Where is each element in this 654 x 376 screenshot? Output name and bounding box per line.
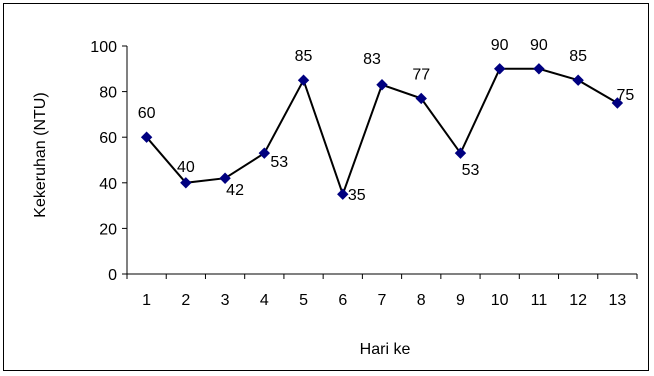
data-point-marker [415, 92, 427, 105]
data-label: 90 [530, 37, 548, 54]
data-label: 75 [616, 87, 634, 104]
data-labels: 60 40 42 53 85 35 83 77 53 90 90 85 75 [138, 37, 635, 204]
y-tick-label: 80 [99, 85, 117, 102]
data-label: 35 [348, 187, 366, 204]
data-label: 42 [226, 182, 244, 199]
y-tick-label: 100 [90, 39, 117, 56]
data-point-marker [258, 147, 271, 159]
x-tick-label: 5 [299, 292, 308, 309]
x-tick-label: 13 [608, 292, 626, 309]
data-label: 83 [363, 51, 381, 68]
series-markers [140, 63, 624, 200]
data-label: 53 [270, 154, 288, 171]
data-point-marker [533, 63, 545, 75]
data-label: 53 [462, 162, 480, 179]
data-label: 40 [177, 159, 195, 176]
data-point-marker [376, 79, 388, 91]
data-point-marker [140, 131, 153, 143]
data-label: 85 [295, 48, 313, 65]
x-tick-label: 4 [260, 292, 269, 309]
x-tick-label: 6 [338, 292, 347, 309]
data-point-marker [180, 177, 192, 189]
data-point-marker [297, 74, 310, 86]
x-tick-label: 12 [569, 292, 587, 309]
x-axis-title: Hari ke [360, 341, 411, 358]
data-label: 77 [412, 66, 430, 83]
y-tick-label: 60 [99, 130, 117, 147]
y-tick-label: 20 [99, 221, 117, 238]
chart-frame [3, 3, 649, 371]
x-axis-ticks: 1 2 3 4 5 6 7 8 9 10 11 12 13 [126, 274, 638, 309]
data-label: 85 [569, 48, 587, 65]
y-tick-label: 40 [99, 176, 117, 193]
data-point-marker [611, 97, 624, 109]
data-point-marker [337, 188, 349, 200]
data-point-marker [493, 63, 506, 75]
x-tick-label: 3 [221, 292, 230, 309]
y-axis-title: Kekeruhan (NTU) [32, 92, 49, 217]
x-tick-label: 8 [417, 292, 426, 309]
data-point-marker [454, 147, 467, 159]
y-axis-ticks: 0 20 40 60 80 100 [90, 39, 127, 284]
data-point-marker [219, 172, 231, 184]
x-tick-label: 10 [491, 292, 509, 309]
y-tick-label: 0 [108, 267, 117, 284]
x-tick-label: 1 [142, 292, 151, 309]
x-tick-label: 11 [531, 292, 548, 309]
data-label: 60 [138, 105, 156, 122]
x-tick-label: 7 [378, 292, 387, 309]
data-point-marker [572, 74, 584, 86]
x-tick-label: 9 [456, 292, 465, 309]
data-label: 90 [491, 37, 509, 54]
x-tick-label: 2 [181, 292, 190, 309]
